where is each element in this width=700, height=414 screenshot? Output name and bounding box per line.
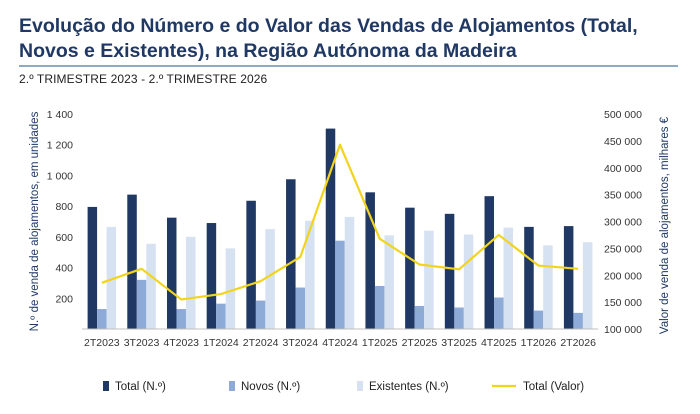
bar-1-2T2026 bbox=[573, 312, 583, 329]
y-tick-label: 400 bbox=[55, 263, 73, 275]
bar-2-4T2025 bbox=[503, 227, 514, 329]
y2-tick-label: 150 000 bbox=[604, 297, 642, 309]
legend-swatch bbox=[103, 381, 109, 391]
chart-subtitle: 2.º TRIMESTRE 2023 - 2.º TRIMESTRE 2026 bbox=[19, 72, 268, 86]
bar-0-4T2023 bbox=[166, 217, 177, 329]
x-tick-label: 2T2025 bbox=[402, 337, 438, 349]
legend-label: Existentes (N.º) bbox=[369, 381, 449, 393]
bar-0-3T2023 bbox=[127, 194, 137, 329]
bar-1-4T2024 bbox=[335, 240, 345, 329]
bar-1-3T2025 bbox=[454, 307, 464, 329]
bar-1-2T2023 bbox=[97, 309, 107, 329]
y2-tick-label: 500 000 bbox=[604, 109, 642, 121]
legend-label: Total (N.º) bbox=[115, 381, 166, 393]
y2-tick-label: 450 000 bbox=[604, 136, 642, 148]
chart-title: Evolução do Número e do Valor das Vendas… bbox=[19, 15, 638, 62]
bar-2-3T2025 bbox=[463, 234, 474, 329]
bar-0-2T2025 bbox=[405, 207, 415, 329]
bar-2-2T2023 bbox=[106, 226, 117, 329]
y-tick-label: 600 bbox=[55, 232, 73, 244]
bar-1-1T2025 bbox=[374, 286, 385, 329]
series-line-total-valor bbox=[101, 143, 579, 301]
x-tick-label: 3T2023 bbox=[124, 337, 160, 349]
bar-2-4T2023 bbox=[185, 236, 196, 329]
y2-tick-label: 300 000 bbox=[604, 217, 642, 229]
bar-0-3T2025 bbox=[444, 213, 455, 329]
bar-0-1T2026 bbox=[524, 226, 534, 329]
x-tick-label: 1T2026 bbox=[521, 337, 557, 349]
x-tick-label: 1T2024 bbox=[203, 337, 239, 349]
bar-1-4T2023 bbox=[176, 309, 186, 329]
bar-0-1T2025 bbox=[365, 192, 375, 329]
y2-tick-label: 100 000 bbox=[604, 324, 642, 336]
legend-swatch bbox=[357, 381, 363, 391]
y-tick-label: 1 200 bbox=[47, 140, 73, 152]
bar-2-3T2024 bbox=[305, 220, 315, 329]
x-tick-label: 2T2026 bbox=[560, 337, 596, 349]
legend-swatch bbox=[229, 381, 235, 391]
x-tick-label: 2T2024 bbox=[243, 337, 279, 349]
y-tick-label: 1 400 bbox=[47, 109, 73, 121]
bar-1-3T2023 bbox=[136, 279, 147, 329]
bar-2-2T2025 bbox=[424, 230, 434, 329]
title-divider bbox=[19, 65, 678, 67]
legend-label: Total (Valor) bbox=[523, 381, 584, 393]
x-tick-label: 4T2025 bbox=[481, 337, 517, 349]
bar-0-4T2025 bbox=[484, 196, 495, 329]
x-tick-label: 1T2025 bbox=[362, 337, 398, 349]
bar-2-1T2024 bbox=[225, 248, 236, 329]
y-axis-label: N.º de venda de alojamentos, em unidades bbox=[29, 111, 41, 331]
bar-1-2T2025 bbox=[414, 305, 425, 329]
x-tick-label: 3T2024 bbox=[282, 337, 318, 349]
y-tick-label: 200 bbox=[55, 293, 73, 305]
bar-2-1T2026 bbox=[543, 245, 553, 329]
bar-1-1T2024 bbox=[216, 303, 226, 329]
x-tick-label: 4T2024 bbox=[322, 337, 358, 349]
bar-2-3T2023 bbox=[146, 243, 156, 329]
y-tick-label: 1 000 bbox=[47, 170, 73, 182]
y2-tick-label: 400 000 bbox=[604, 163, 642, 175]
y2-tick-label: 250 000 bbox=[604, 243, 642, 255]
bar-0-2T2023 bbox=[87, 206, 98, 329]
bar-2-4T2024 bbox=[344, 216, 355, 329]
bar-1-3T2024 bbox=[295, 287, 306, 329]
bar-2-1T2025 bbox=[384, 235, 394, 329]
bar-0-4T2024 bbox=[325, 128, 336, 329]
x-tick-label: 4T2023 bbox=[163, 337, 199, 349]
bar-1-2T2024 bbox=[255, 300, 266, 329]
x-tick-label: 3T2025 bbox=[441, 337, 477, 349]
y-tick-label: 800 bbox=[55, 201, 73, 213]
bar-0-1T2024 bbox=[206, 223, 217, 329]
bar-0-2T2024 bbox=[246, 200, 256, 329]
bar-0-2T2026 bbox=[563, 226, 574, 329]
y2-axis-label: Valor de venda de alojamentos, milhares … bbox=[659, 116, 671, 334]
bar-2-2T2024 bbox=[265, 229, 275, 329]
legend-label: Novos (N.º) bbox=[241, 381, 300, 393]
bar-0-3T2024 bbox=[286, 179, 296, 329]
y2-tick-label: 200 000 bbox=[604, 270, 642, 282]
bar-1-4T2025 bbox=[494, 297, 504, 329]
y2-tick-label: 350 000 bbox=[604, 190, 642, 202]
x-tick-label: 2T2023 bbox=[84, 337, 120, 349]
bar-1-1T2026 bbox=[533, 310, 544, 329]
bar-2-2T2026 bbox=[582, 242, 593, 329]
